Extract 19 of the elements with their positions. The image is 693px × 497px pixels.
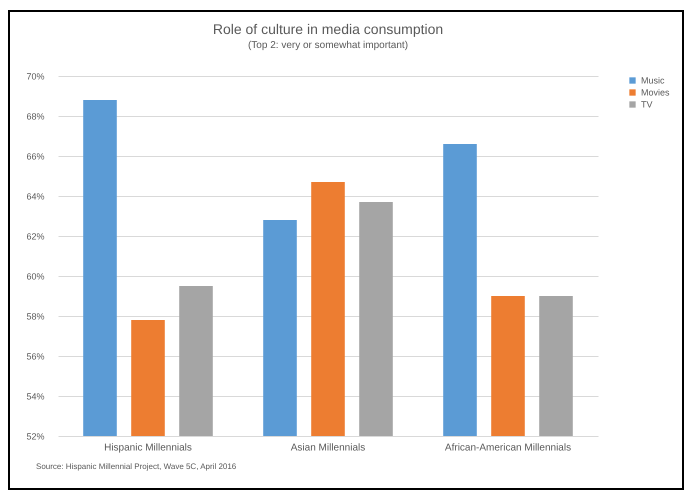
legend-label: Music (641, 76, 665, 86)
y-tick-label: 64% (26, 192, 44, 202)
chart-subtitle: (Top 2: very or somewhat important) (248, 40, 408, 51)
y-tick-label: 60% (26, 272, 44, 282)
y-tick-label: 52% (26, 432, 44, 442)
y-tick-label: 66% (26, 152, 44, 162)
y-tick-label: 62% (26, 232, 44, 242)
x-tick-label: African-American Millennials (444, 442, 572, 454)
source-note: Source: Hispanic Millennial Project, Wave 5C, April 2016 (36, 462, 236, 471)
y-tick-label: 68% (26, 112, 44, 122)
legend-label: TV (641, 100, 653, 110)
y-tick-label: 54% (26, 392, 44, 402)
chart-title: Role of culture in media consumption (212, 21, 444, 37)
legend-label: Movies (641, 88, 670, 98)
y-tick-label: 58% (26, 312, 44, 322)
x-tick-label: Hispanic Millennials (104, 442, 192, 454)
y-tick-label: 56% (26, 352, 44, 362)
x-tick-label: Asian Millennials (290, 442, 366, 454)
y-tick-label: 70% (26, 72, 44, 82)
